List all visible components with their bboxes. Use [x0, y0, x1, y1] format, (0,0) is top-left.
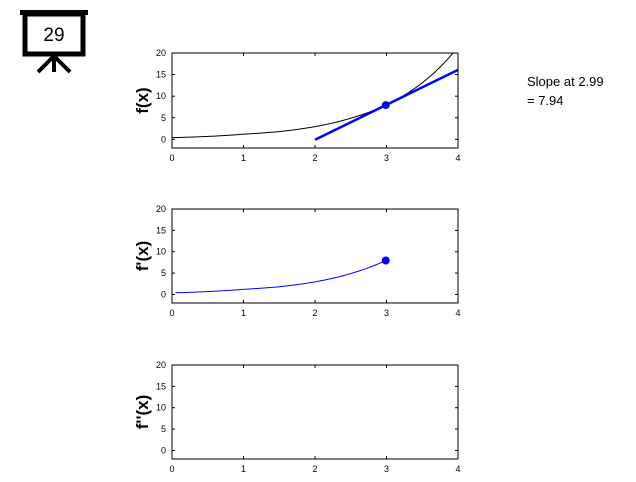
y-tick-label: 20	[156, 360, 166, 370]
x-tick-label: 3	[384, 153, 389, 163]
y-tick-label: 20	[156, 48, 166, 58]
derivative-curve	[175, 260, 386, 294]
y-tick-label: 15	[156, 70, 166, 80]
highlight-point	[381, 256, 390, 265]
y-tick-label: 10	[156, 91, 166, 101]
y-tick-label: 0	[161, 445, 166, 455]
x-tick-label: 1	[241, 153, 246, 163]
plots-group: 0 1 2 3 4 0 5 10 15 20 f(x) 0 1 2 3 4 0 5 10 15 20 f'(x) 0 1 2 3 4…	[133, 48, 461, 474]
plot-panel-1: 0 1 2 3 4 0 5 10 15 20 f(x)	[133, 48, 461, 163]
y-tick-label: 10	[156, 247, 166, 257]
y-tick-label: 0	[161, 289, 166, 299]
y-tick-label: 5	[161, 113, 166, 123]
plot-panel-2: 0 1 2 3 4 0 5 10 15 20 f'(x)	[133, 204, 461, 318]
x-tick-label: 0	[169, 308, 174, 318]
y-tick-label: 5	[161, 424, 166, 434]
slide-number: 29	[43, 25, 64, 46]
y-tick-label: 0	[161, 134, 166, 144]
x-tick-label: 4	[455, 153, 460, 163]
x-tick-label: 4	[455, 308, 460, 318]
plot-axes-box	[171, 364, 459, 460]
plot-axes-box	[171, 52, 459, 149]
y-tick-label: 15	[156, 381, 166, 391]
function-curve	[172, 53, 454, 139]
plot-panel-3: 0 1 2 3 4 0 5 10 15 20 f''(x)	[133, 360, 461, 474]
y-axis-label: f(x)	[133, 87, 152, 113]
x-tick-label: 3	[384, 464, 389, 474]
y-tick-label: 15	[156, 225, 166, 235]
y-tick-label: 5	[161, 268, 166, 278]
x-tick-label: 2	[312, 464, 317, 474]
x-tick-label: 1	[241, 464, 246, 474]
y-tick-label: 20	[156, 204, 166, 214]
x-tick-label: 0	[169, 464, 174, 474]
slope-annotation-line1: Slope at 2.99	[527, 74, 604, 89]
y-axis-label: f''(x)	[133, 395, 152, 430]
presentation-board-icon: 29	[20, 10, 88, 74]
y-tick-label: 10	[156, 403, 166, 413]
x-tick-label: 1	[241, 308, 246, 318]
x-tick-label: 2	[312, 153, 317, 163]
x-tick-label: 3	[384, 308, 389, 318]
slope-annotation-line2: = 7.94	[527, 93, 564, 108]
slope-annotation: Slope at 2.99 = 7.94	[527, 72, 604, 110]
x-tick-label: 4	[455, 464, 460, 474]
plot-axes-box	[171, 208, 459, 304]
x-tick-label: 0	[169, 153, 174, 163]
y-axis-label: f'(x)	[133, 241, 152, 271]
x-tick-label: 2	[312, 308, 317, 318]
highlight-point	[381, 101, 390, 110]
